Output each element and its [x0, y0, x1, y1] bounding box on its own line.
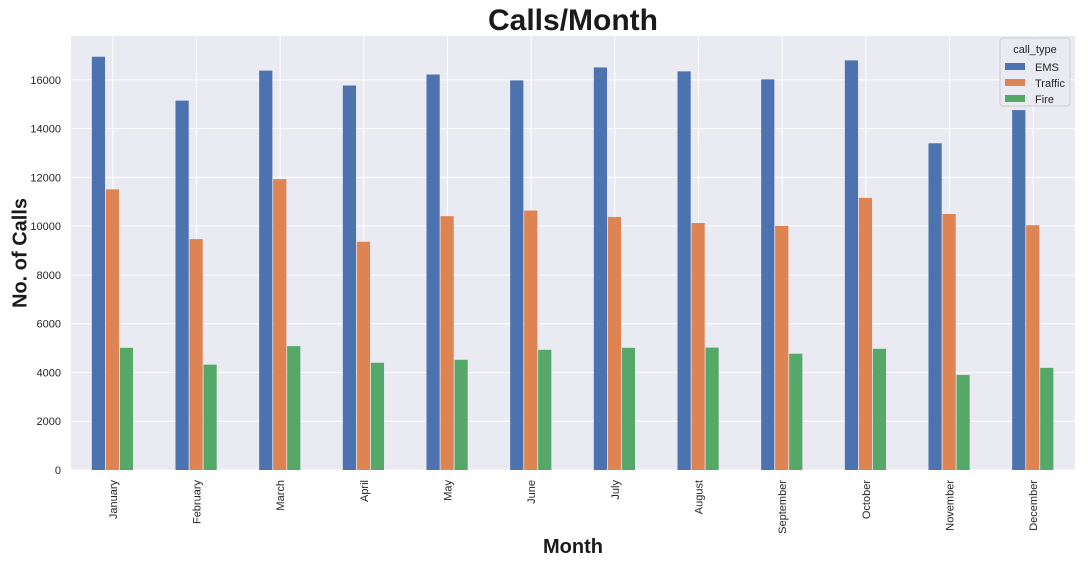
x-tick-label: November: [945, 480, 957, 531]
x-tick-label: July: [610, 480, 622, 500]
legend-title: call_type: [1013, 44, 1056, 56]
bar-fire-march: [287, 346, 301, 470]
bar-fire-october: [872, 348, 887, 470]
bar-traffic-september: [775, 225, 789, 470]
legend-swatch-traffic: [1005, 79, 1025, 86]
bar-fire-july: [621, 347, 636, 470]
bar-traffic-march: [273, 179, 287, 470]
bar-fire-april: [370, 362, 385, 470]
y-axis-title: No. of Calls: [9, 198, 31, 308]
legend-label-traffic: Traffic: [1035, 78, 1065, 90]
bar-fire-december: [1040, 367, 1054, 470]
bar-ems-november: [928, 143, 942, 471]
bar-traffic-june: [524, 210, 538, 470]
y-tick-label: 12000: [30, 172, 61, 184]
plot-background: [71, 36, 1075, 470]
bar-ems-december: [1012, 110, 1026, 471]
bar-traffic-december: [1026, 225, 1040, 470]
chart-title: Calls/Month: [488, 4, 658, 37]
bar-fire-february: [203, 364, 217, 470]
bar-traffic-july: [607, 216, 622, 470]
legend-box: [999, 37, 1071, 107]
bar-traffic-may: [440, 216, 454, 470]
bar-ems-october: [844, 60, 859, 471]
y-tick-label: 14000: [30, 124, 61, 136]
x-tick-label: December: [1028, 480, 1040, 531]
y-tick-label: 16000: [30, 75, 61, 87]
bar-fire-may: [454, 359, 468, 470]
y-tick-label: 0: [55, 465, 61, 477]
x-tick-label: March: [275, 480, 287, 511]
bar-fire-november: [956, 374, 970, 470]
y-tick-label: 8000: [37, 270, 61, 282]
x-tick-label: September: [777, 480, 789, 534]
legend-swatch-ems: [1005, 63, 1025, 70]
bar-traffic-october: [858, 197, 873, 471]
y-tick-label: 4000: [37, 367, 61, 379]
bar-ems-april: [342, 85, 357, 470]
x-tick-label: February: [192, 480, 204, 525]
y-tick-label: 2000: [37, 416, 61, 428]
x-tick-label: June: [526, 480, 538, 504]
bar-traffic-april: [356, 241, 371, 470]
x-tick-label: April: [359, 480, 371, 502]
x-tick-labels: January February March April May June July Augu…: [108, 480, 1040, 534]
x-tick-label: October: [861, 480, 873, 519]
legend: call_type EMS Traffic Fire: [999, 37, 1071, 107]
y-tick-labels: 0 2000 4000 6000 8000 10000 12000 14000 16000: [30, 75, 61, 477]
bar-ems-march: [259, 70, 273, 471]
bar-fire-august: [705, 347, 719, 470]
x-axis-title: Month: [543, 536, 603, 558]
x-tick-label: August: [694, 480, 706, 514]
bar-fire-june: [538, 349, 552, 470]
x-tick-label: January: [108, 480, 120, 520]
bar-ems-august: [677, 71, 691, 470]
bar-traffic-january: [105, 189, 120, 470]
legend-swatch-fire: [1005, 95, 1025, 102]
bar-ems-january: [91, 56, 106, 470]
bar-traffic-august: [691, 223, 705, 470]
bar-ems-july: [593, 67, 608, 470]
legend-items: EMS Traffic Fire: [1005, 62, 1065, 106]
bar-ems-may: [426, 74, 440, 471]
legend-label-ems: EMS: [1035, 62, 1059, 74]
bar-traffic-november: [942, 213, 956, 470]
bar-ems-september: [761, 79, 775, 471]
y-tick-label: 6000: [37, 319, 61, 331]
bar-ems-june: [510, 80, 524, 471]
bar-fire-september: [789, 353, 803, 470]
bar-traffic-february: [189, 239, 203, 470]
legend-label-fire: Fire: [1035, 94, 1054, 106]
bar-fire-january: [119, 347, 134, 470]
x-tick-label: May: [443, 480, 455, 501]
y-tick-label: 10000: [30, 221, 61, 233]
bar-ems-february: [175, 100, 189, 470]
bars: [91, 56, 1054, 471]
